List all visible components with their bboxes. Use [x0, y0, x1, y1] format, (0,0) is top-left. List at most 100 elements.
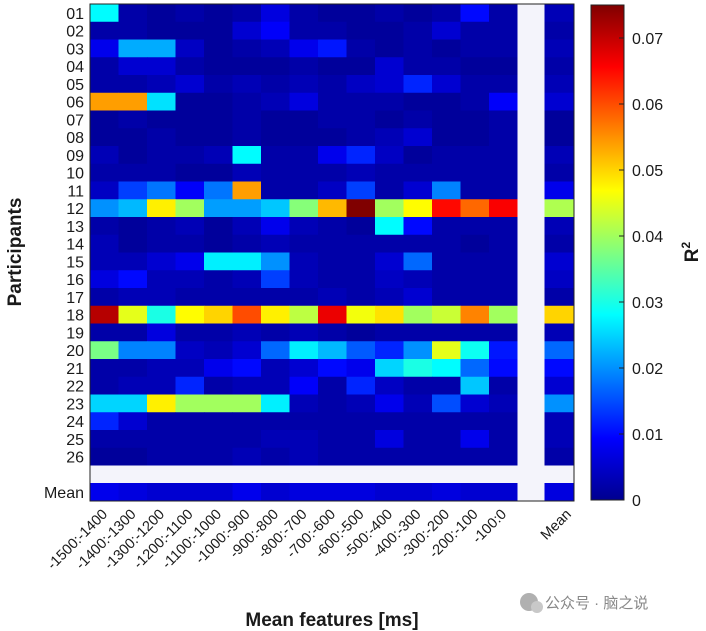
cell-24-c9 — [318, 412, 347, 431]
cell-11-c3 — [147, 181, 176, 200]
colorbar-tick-label: 0.03 — [632, 295, 663, 312]
cell-09-c15 — [489, 146, 518, 165]
cell-14-c11 — [375, 234, 404, 253]
mean-column-label: Mean — [538, 507, 575, 544]
cell-22-c12 — [403, 376, 433, 395]
cell-17-c11 — [375, 288, 404, 307]
cell-09-c12 — [403, 146, 433, 165]
cell-01-c2 — [118, 4, 148, 23]
cell-26-c13 — [432, 447, 461, 466]
cell-13-c4 — [175, 217, 205, 236]
cell-12-c4 — [175, 199, 205, 218]
cell-06-c7 — [261, 92, 290, 111]
cell-22-c13 — [432, 376, 461, 395]
cell-25-c5 — [204, 430, 233, 449]
cell-18-c12 — [403, 305, 433, 324]
cell-14-c15 — [489, 234, 518, 253]
cell-04-c14 — [460, 57, 490, 76]
cell-11-mean — [544, 181, 574, 200]
cell-mean-c12 — [403, 483, 433, 501]
cell-03-c3 — [147, 39, 176, 58]
cell-24-c5 — [204, 412, 233, 431]
cell-20-c3 — [147, 341, 176, 360]
cell-08-c2 — [118, 128, 148, 147]
cell-07-c1 — [90, 110, 119, 129]
cell-14-c14 — [460, 234, 490, 253]
cell-19-c6 — [232, 323, 262, 342]
cell-18-c2 — [118, 305, 148, 324]
cell-06-c4 — [175, 92, 205, 111]
cell-05-c4 — [175, 75, 205, 94]
cell-03-c7 — [261, 39, 290, 58]
cell-23-c13 — [432, 394, 461, 413]
cell-06-c10 — [346, 92, 376, 111]
cell-12-c7 — [261, 199, 290, 218]
cell-06-c1 — [90, 92, 119, 111]
cell-07-c10 — [346, 110, 376, 129]
cell-07-mean — [544, 110, 574, 129]
cell-23-c9 — [318, 394, 347, 413]
cell-26-c4 — [175, 447, 205, 466]
cell-10-c12 — [403, 163, 433, 182]
cell-17-c8 — [289, 288, 319, 307]
cell-11-c7 — [261, 181, 290, 200]
cell-24-c14 — [460, 412, 490, 431]
cell-20-c12 — [403, 341, 433, 360]
cell-09-c8 — [289, 146, 319, 165]
plot-frame — [89, 3, 575, 502]
cell-24-c12 — [403, 412, 433, 431]
cell-21-c7 — [261, 359, 290, 378]
mean-row-label: Mean — [44, 485, 84, 502]
cell-06-c6 — [232, 92, 262, 111]
watermark-text: 公众号 · 脑之说 — [545, 595, 648, 612]
cell-01-mean — [544, 4, 574, 23]
cell-03-c4 — [175, 39, 205, 58]
cell-12-c13 — [432, 199, 461, 218]
cell-17-c13 — [432, 288, 461, 307]
cell-01-c3 — [147, 4, 176, 23]
cell-17-mean — [544, 288, 574, 307]
cell-05-c2 — [118, 75, 148, 94]
cell-03-mean — [544, 39, 574, 58]
cell-04-c8 — [289, 57, 319, 76]
cell-02-c4 — [175, 21, 205, 40]
cell-12-c15 — [489, 199, 518, 218]
cell-21-c12 — [403, 359, 433, 378]
cell-21-c13 — [432, 359, 461, 378]
cell-14-c2 — [118, 234, 148, 253]
cell-16-c15 — [489, 270, 518, 289]
participant-label-16: 16 — [66, 272, 84, 289]
cell-13-mean — [544, 217, 574, 236]
cell-21-c1 — [90, 359, 119, 378]
cell-23-c4 — [175, 394, 205, 413]
cell-23-c2 — [118, 394, 148, 413]
participant-label-07: 07 — [66, 112, 84, 129]
cell-16-c12 — [403, 270, 433, 289]
cell-24-c15 — [489, 412, 518, 431]
cell-03-c13 — [432, 39, 461, 58]
cell-16-c8 — [289, 270, 319, 289]
cell-04-c4 — [175, 57, 205, 76]
cell-23-c8 — [289, 394, 319, 413]
cell-11-c6 — [232, 181, 262, 200]
participant-labels: 0102030405060708091011121314151617181920… — [66, 6, 84, 467]
cell-15-c7 — [261, 252, 290, 271]
cell-mean-c8 — [289, 483, 319, 501]
cell-05-c9 — [318, 75, 347, 94]
cell-04-c12 — [403, 57, 433, 76]
cell-14-c1 — [90, 234, 119, 253]
cell-24-c3 — [147, 412, 176, 431]
cell-18-c7 — [261, 305, 290, 324]
cell-03-c15 — [489, 39, 518, 58]
cell-22-c3 — [147, 376, 176, 395]
cell-22-c8 — [289, 376, 319, 395]
cell-20-c2 — [118, 341, 148, 360]
cell-02-c1 — [90, 21, 119, 40]
cell-14-c10 — [346, 234, 376, 253]
cell-10-c8 — [289, 163, 319, 182]
cell-21-c11 — [375, 359, 404, 378]
cell-10-c15 — [489, 163, 518, 182]
cell-13-c5 — [204, 217, 233, 236]
cell-07-c15 — [489, 110, 518, 129]
